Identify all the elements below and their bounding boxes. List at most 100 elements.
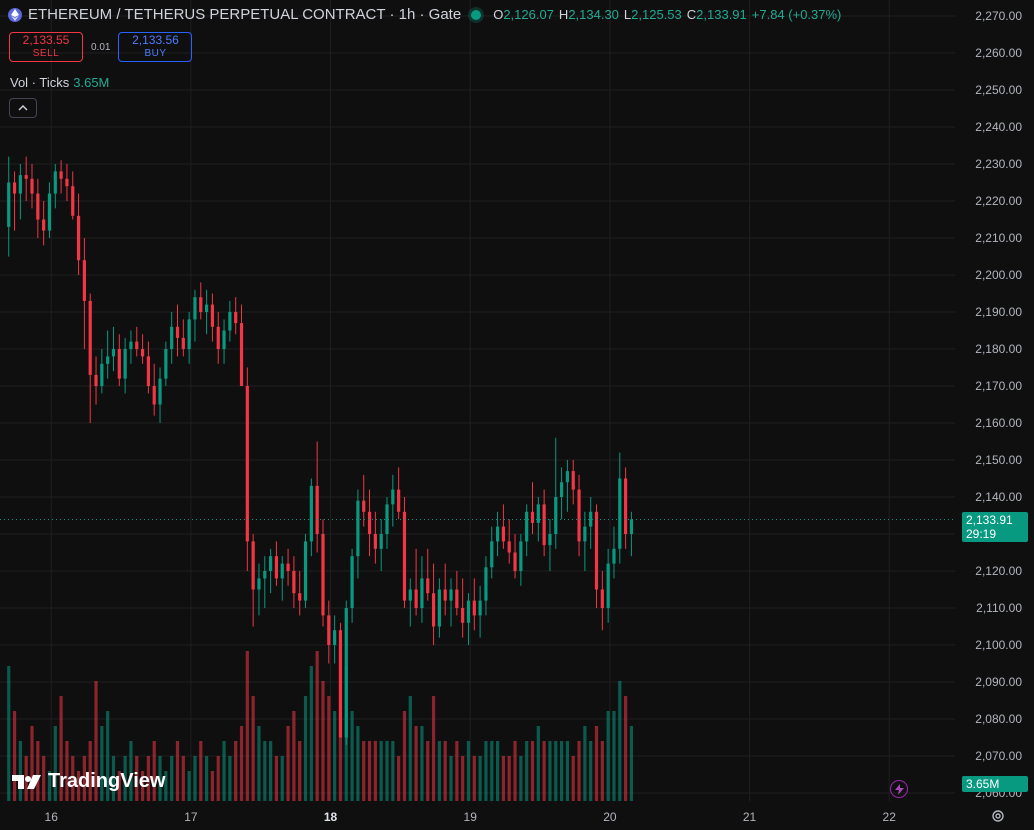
candle-body <box>327 615 331 645</box>
volume-bar <box>239 726 244 801</box>
volume-bar <box>513 741 517 801</box>
candle-body <box>554 497 558 534</box>
candle-body <box>298 593 302 601</box>
volume-bar <box>443 741 447 801</box>
candle-body <box>193 297 197 320</box>
volume-bar <box>135 756 139 801</box>
price-tick-label: 2,070.00 <box>975 749 1022 763</box>
price-tick-label: 2,090.00 <box>975 675 1022 689</box>
gear-icon[interactable] <box>990 808 1006 824</box>
volume-bar <box>263 741 267 801</box>
high-value: 2,134.30 <box>568 7 619 22</box>
volume-bar <box>577 741 581 801</box>
volume-bar <box>589 741 593 801</box>
candle-body <box>123 349 127 379</box>
volume-bar <box>30 726 34 801</box>
volume-value: 3.65M <box>73 75 110 90</box>
sell-label: SELL <box>32 48 60 59</box>
volume-bar <box>507 756 511 801</box>
volume-bar <box>280 756 284 801</box>
buy-label: BUY <box>144 48 167 59</box>
candle-body <box>129 341 133 349</box>
volume-legend[interactable]: Vol · Ticks 3.65M <box>10 75 109 90</box>
candle-body <box>100 363 104 386</box>
volume-bar <box>559 741 564 801</box>
volume-bar <box>187 771 191 801</box>
volume-bar <box>181 756 185 801</box>
candle-body <box>65 178 69 187</box>
sell-button[interactable]: 2,133.55 SELL <box>9 32 83 62</box>
candle-body <box>280 563 284 579</box>
volume-bar <box>449 756 453 801</box>
price-tick-label: 2,180.00 <box>975 342 1022 356</box>
candle-body <box>577 489 581 542</box>
buy-button[interactable]: 2,133.56 BUY <box>118 32 193 62</box>
volume-bar <box>309 666 313 801</box>
time-tick-label: 18 <box>324 810 338 824</box>
candle-body <box>140 349 145 357</box>
chart-grid <box>0 0 955 801</box>
volume-bar <box>525 741 529 801</box>
chart-header: ETHEREUM / TETHERUS PERPETUAL CONTRACT ·… <box>8 6 841 23</box>
candle-body <box>437 589 441 627</box>
volume-bar <box>618 681 622 801</box>
volume-bar <box>356 726 360 801</box>
volume-bar <box>170 756 174 801</box>
volume-bar <box>65 741 69 801</box>
collapse-button[interactable] <box>9 98 37 118</box>
lightning-icon[interactable] <box>890 780 908 798</box>
candle-body <box>117 349 121 379</box>
candle-body <box>158 378 162 405</box>
time-tick-label: 20 <box>603 810 617 824</box>
candle-body <box>42 219 46 231</box>
time-tick-label: 21 <box>743 810 757 824</box>
candle-countdown: 29:19 <box>966 526 997 541</box>
candle-body <box>402 511 407 601</box>
open-value: 2,126.07 <box>503 7 554 22</box>
volume-bar <box>71 756 75 801</box>
tradingview-icon <box>12 774 41 789</box>
change-value: +7.84 (+0.37%) <box>751 7 842 22</box>
sell-price: 2,133.55 <box>22 33 70 47</box>
candle-body <box>333 630 337 645</box>
volume-bar <box>321 681 325 801</box>
candle-body <box>525 511 529 542</box>
volume-bar <box>146 756 151 801</box>
symbol-title[interactable]: ETHEREUM / TETHERUS PERPETUAL CONTRACT ·… <box>28 6 462 23</box>
volume-bar <box>542 741 546 801</box>
volume-bar <box>350 711 354 801</box>
candle-body <box>542 504 546 546</box>
candle-body <box>24 175 28 179</box>
candle-body <box>443 589 447 601</box>
candle-body <box>594 511 599 590</box>
time-tick-label: 19 <box>464 810 478 824</box>
volume-bar <box>117 771 121 801</box>
price-tick-label: 2,160.00 <box>975 416 1022 430</box>
volume-bar <box>367 741 372 801</box>
volume-bar <box>606 711 610 801</box>
volume-bar <box>257 726 261 801</box>
volume-bar <box>42 756 46 801</box>
price-tick-label: 2,140.00 <box>975 490 1022 504</box>
price-tick-label: 2,100.00 <box>975 638 1022 652</box>
price-tick-label: 2,170.00 <box>975 379 1022 393</box>
candle-body <box>501 526 505 542</box>
volume-bar <box>501 756 505 801</box>
candle-body <box>600 589 604 608</box>
volume-bar <box>333 711 337 801</box>
price-tick-label: 2,120.00 <box>975 564 1022 578</box>
candle-body <box>408 589 412 601</box>
volume-bar <box>193 756 197 801</box>
volume-bar <box>303 696 308 801</box>
volume-bar <box>18 741 22 801</box>
candle-body <box>269 556 273 571</box>
volume-bar <box>408 696 412 801</box>
candle-body <box>455 589 459 608</box>
volume-bar <box>164 771 168 801</box>
candle-body <box>495 526 500 542</box>
candle-body <box>263 571 267 579</box>
candle-body <box>397 489 401 512</box>
candle-body <box>59 171 63 179</box>
candle-body <box>76 215 81 261</box>
